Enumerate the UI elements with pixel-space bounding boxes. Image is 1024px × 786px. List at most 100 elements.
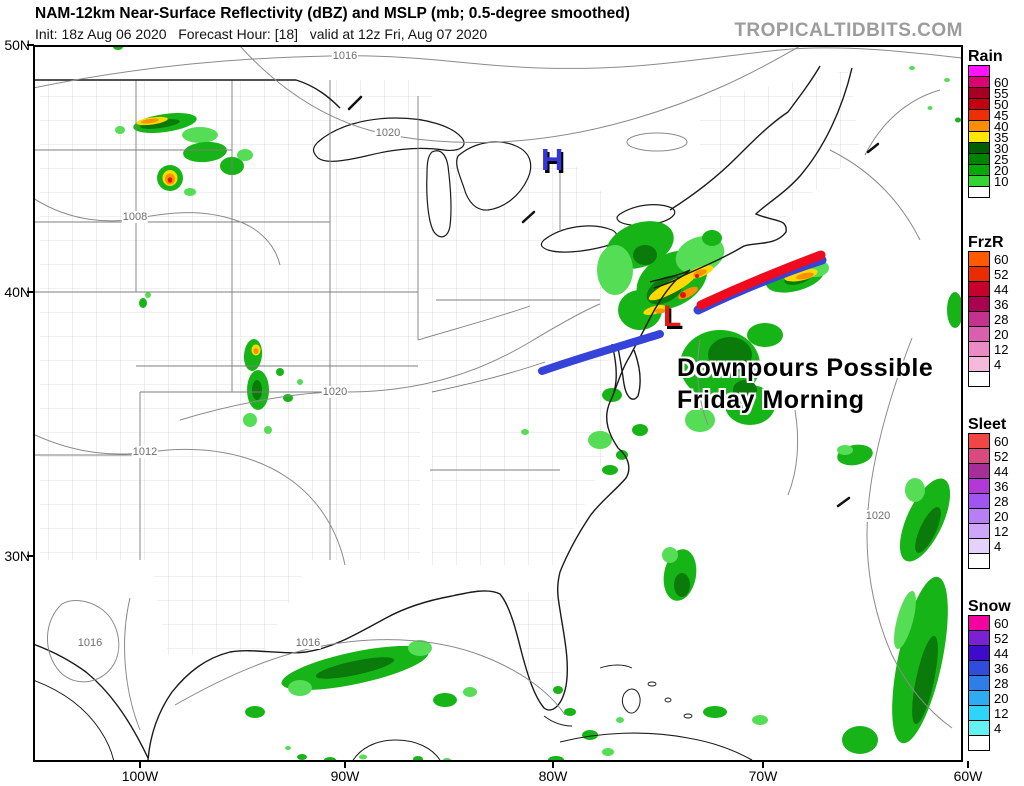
legend-row: 36 bbox=[968, 478, 1008, 494]
isobar-1020-atlantic bbox=[866, 337, 953, 729]
legend-tick-label: 28 bbox=[994, 675, 1009, 691]
legend-row: 10 bbox=[968, 173, 1009, 189]
legend-color-swatch bbox=[968, 448, 990, 464]
legend-tick-label: 30 bbox=[994, 140, 1009, 156]
legend-color-swatch bbox=[968, 326, 990, 342]
legend-color-swatch bbox=[968, 705, 990, 721]
legend-tick-label: 55 bbox=[994, 85, 1009, 101]
lat-tick-label: 50N bbox=[4, 37, 30, 53]
legend-tick-label: 4 bbox=[994, 720, 1002, 736]
isobar-contours bbox=[35, 47, 961, 731]
annotation-text: Downpours Possible Friday Morning bbox=[677, 352, 933, 416]
lon-tick-label: 90W bbox=[330, 768, 360, 784]
state-boundaries bbox=[35, 80, 600, 560]
legend-row: 52 bbox=[968, 266, 1008, 282]
legend-row: 20 bbox=[968, 690, 1011, 706]
border-dashes bbox=[347, 95, 880, 508]
legend-section-snow: Snow 60 52 44 36 28 20 12 4 bbox=[968, 598, 1011, 751]
legend-tick-label: 20 bbox=[994, 690, 1009, 706]
legend-row: 36 bbox=[968, 660, 1011, 676]
legend-section-frzr: FrzR 60 52 44 36 28 20 12 4 bbox=[968, 234, 1008, 387]
legend-color-swatch bbox=[968, 478, 990, 494]
legend-tick-label: 28 bbox=[994, 311, 1009, 327]
legend-row: 44 bbox=[968, 281, 1008, 297]
blue-front-line bbox=[538, 330, 664, 375]
annotation-line2: Friday Morning bbox=[677, 386, 865, 414]
legend-tick-label: 12 bbox=[994, 523, 1009, 539]
brand-logo: TROPICALTIDBITS.COM bbox=[734, 20, 963, 41]
legend-row: 12 bbox=[968, 705, 1011, 721]
legend-tick-label: 36 bbox=[994, 660, 1009, 676]
legend-tick-label: 45 bbox=[994, 107, 1009, 123]
legend-color-swatch bbox=[968, 675, 990, 691]
legend-tick-label: 60 bbox=[994, 251, 1009, 267]
legend-tick-label: 60 bbox=[994, 433, 1009, 449]
legend-section-title: Sleet bbox=[968, 416, 1007, 433]
red-front-line bbox=[696, 250, 826, 310]
legend-color-swatch bbox=[968, 281, 990, 297]
legend-tick-label: 35 bbox=[994, 129, 1009, 145]
legend-color-swatch bbox=[968, 341, 990, 357]
legend-color-swatch bbox=[968, 523, 990, 539]
legend-color-swatch bbox=[968, 186, 990, 198]
legend-tick-label: 44 bbox=[994, 645, 1009, 661]
legend-row: 52 bbox=[968, 448, 1008, 464]
low-pressure-marker: L bbox=[663, 300, 682, 333]
legend-row: 36 bbox=[968, 296, 1008, 312]
legend-tick-label: 10 bbox=[994, 173, 1009, 189]
lon-tick-label: 80W bbox=[538, 768, 568, 784]
legend-row: 45 bbox=[968, 107, 1009, 123]
isobar-label: 1016 bbox=[294, 637, 322, 649]
legend-row bbox=[968, 371, 1008, 387]
legend-section-rain: Rain 60 55 50 45 40 35 30 25 20 10 bbox=[968, 48, 1008, 198]
legend-tick-label: 44 bbox=[994, 281, 1009, 297]
legend-row bbox=[968, 553, 1008, 569]
legend-tick-label: 52 bbox=[994, 448, 1009, 464]
legend-row: 60 bbox=[968, 251, 1008, 267]
legend-tick-label: 20 bbox=[994, 508, 1009, 524]
front-lines bbox=[538, 250, 827, 375]
legend-section-title: Rain bbox=[968, 48, 1003, 65]
isobar-label: 1008 bbox=[121, 211, 149, 223]
legend-row: 60 bbox=[968, 615, 1011, 631]
legend-color-swatch bbox=[968, 311, 990, 327]
legend-row: 28 bbox=[968, 675, 1011, 691]
legend-color-swatch bbox=[968, 463, 990, 479]
legend-tick-label: 12 bbox=[994, 341, 1009, 357]
legend-row bbox=[968, 735, 1011, 751]
annotation-line1: Downpours Possible bbox=[677, 354, 934, 382]
legend-row bbox=[968, 186, 1008, 198]
page-title: NAM-12km Near-Surface Reflectivity (dBZ)… bbox=[35, 5, 630, 22]
legend-row: 60 bbox=[968, 433, 1008, 449]
lon-tick-mark bbox=[967, 761, 969, 768]
legend-row: 52 bbox=[968, 630, 1011, 646]
legend-tick-label: 25 bbox=[994, 151, 1009, 167]
isobar-label: 1020 bbox=[374, 127, 402, 139]
legend-row: 4 bbox=[968, 720, 1011, 736]
legend-row: 12 bbox=[968, 523, 1008, 539]
legend-color-swatch bbox=[968, 690, 990, 706]
legend-color-swatch bbox=[968, 433, 990, 449]
legend-color-swatch bbox=[968, 493, 990, 509]
legend-row: 20 bbox=[968, 508, 1008, 524]
lon-tick-label: 60W bbox=[953, 768, 983, 784]
lon-tick-mark bbox=[344, 761, 346, 768]
legend-color-swatch bbox=[968, 720, 990, 736]
legend-row: 4 bbox=[968, 356, 1008, 372]
legend-row: 4 bbox=[968, 538, 1008, 554]
legend-tick-label: 40 bbox=[994, 118, 1009, 134]
lon-tick-mark bbox=[139, 761, 141, 768]
legend-section-sleet: Sleet 60 52 44 36 28 20 12 4 bbox=[968, 416, 1008, 569]
legend-row: 12 bbox=[968, 341, 1008, 357]
coastline bbox=[35, 65, 853, 760]
legend-tick-label: 4 bbox=[994, 538, 1002, 554]
legend-row: 60 bbox=[968, 75, 1008, 90]
legend-tick-label: 4 bbox=[994, 356, 1002, 372]
lat-tick-label: 30N bbox=[4, 548, 30, 564]
legend-tick-label: 50 bbox=[994, 96, 1009, 112]
legend-row: 44 bbox=[968, 463, 1008, 479]
legend-color-swatch bbox=[968, 251, 990, 267]
lat-tick-mark bbox=[27, 291, 34, 293]
legend-row: 44 bbox=[968, 645, 1011, 661]
